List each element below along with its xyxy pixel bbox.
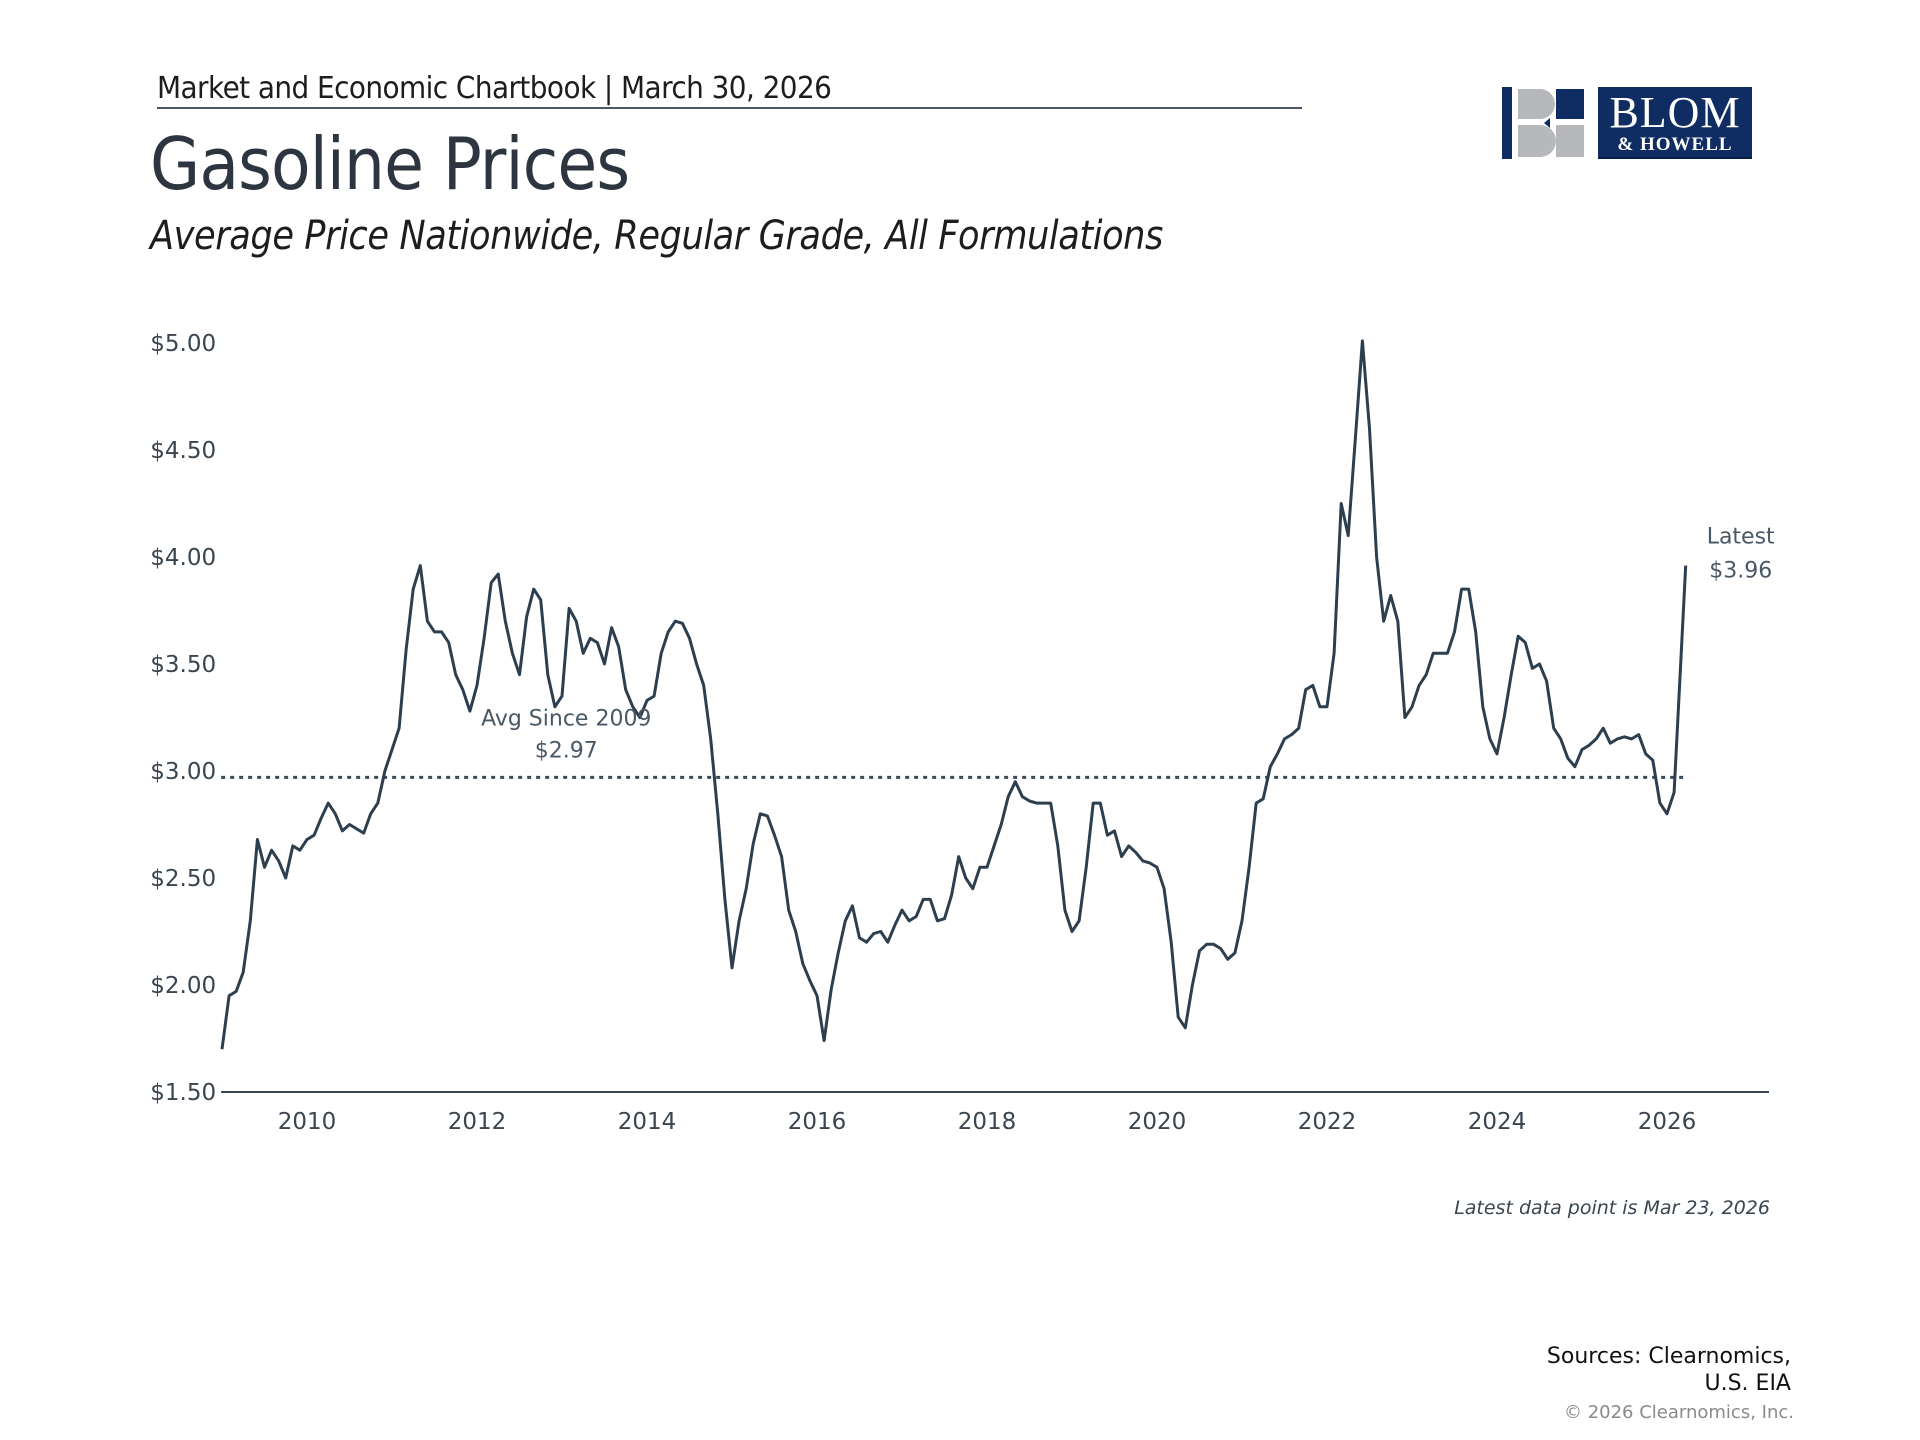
x-tick-label: 2022 [1298, 1109, 1357, 1135]
y-tick-label: $2.00 [150, 973, 216, 999]
chartbook-header: Market and Economic Chartbook | March 30… [157, 71, 832, 106]
page-title: Gasoline Prices [150, 122, 630, 206]
y-axis-ticks: $1.50 $2.00 $2.50 $3.00 $3.50 $4.00 $4.50 $5.00 [150, 331, 216, 1106]
logo-line1: BLOM [1609, 88, 1741, 137]
x-tick-label: 2010 [278, 1109, 337, 1135]
x-tick-label: 2014 [618, 1109, 677, 1135]
sources: Sources: Clearnomics, U.S. EIA [1547, 1343, 1791, 1397]
header-divider [157, 107, 1302, 109]
y-tick-label: $5.00 [150, 331, 216, 357]
copyright: © 2026 Clearnomics, Inc. [1563, 1402, 1794, 1423]
y-tick-label: $4.50 [150, 438, 216, 464]
blom-howell-logo: BLOM & HOWELL [1502, 87, 1752, 159]
y-tick-label: $2.50 [150, 866, 216, 892]
sources-line1: Sources: Clearnomics, [1546, 1344, 1791, 1369]
logo-line2: & HOWELL [1617, 134, 1733, 155]
x-tick-label: 2012 [448, 1109, 507, 1135]
latest-data-note: Latest data point is Mar 23, 2026 [1454, 1197, 1770, 1219]
x-tick-label: 2026 [1638, 1109, 1697, 1135]
latest-label: Latest [1707, 525, 1775, 550]
x-axis-ticks: 2010 2012 2014 2016 2018 2020 2022 2024 2026 [278, 1109, 1697, 1135]
y-tick-label: $3.50 [150, 652, 216, 678]
logo-bar [1502, 87, 1512, 159]
average-value-label: $2.97 [535, 738, 598, 763]
page-subtitle: Average Price Nationwide, Regular Grade,… [150, 213, 1163, 259]
price-series-line [220, 339, 1688, 1050]
average-label: Avg Since 2009 [481, 706, 651, 731]
logo-wordmark: BLOM & HOWELL [1598, 87, 1752, 159]
x-tick-label: 2016 [788, 1109, 847, 1135]
y-tick-label: $1.50 [150, 1080, 216, 1106]
y-tick-label: $4.00 [150, 545, 216, 571]
logo-bh-mark-icon [1518, 89, 1584, 157]
x-tick-label: 2018 [958, 1109, 1017, 1135]
x-tick-label: 2020 [1128, 1109, 1187, 1135]
x-tick-label: 2024 [1468, 1109, 1527, 1135]
y-tick-label: $3.00 [150, 759, 216, 785]
latest-value-label: $3.96 [1709, 559, 1772, 584]
sources-line2: U.S. EIA [1704, 1371, 1792, 1396]
